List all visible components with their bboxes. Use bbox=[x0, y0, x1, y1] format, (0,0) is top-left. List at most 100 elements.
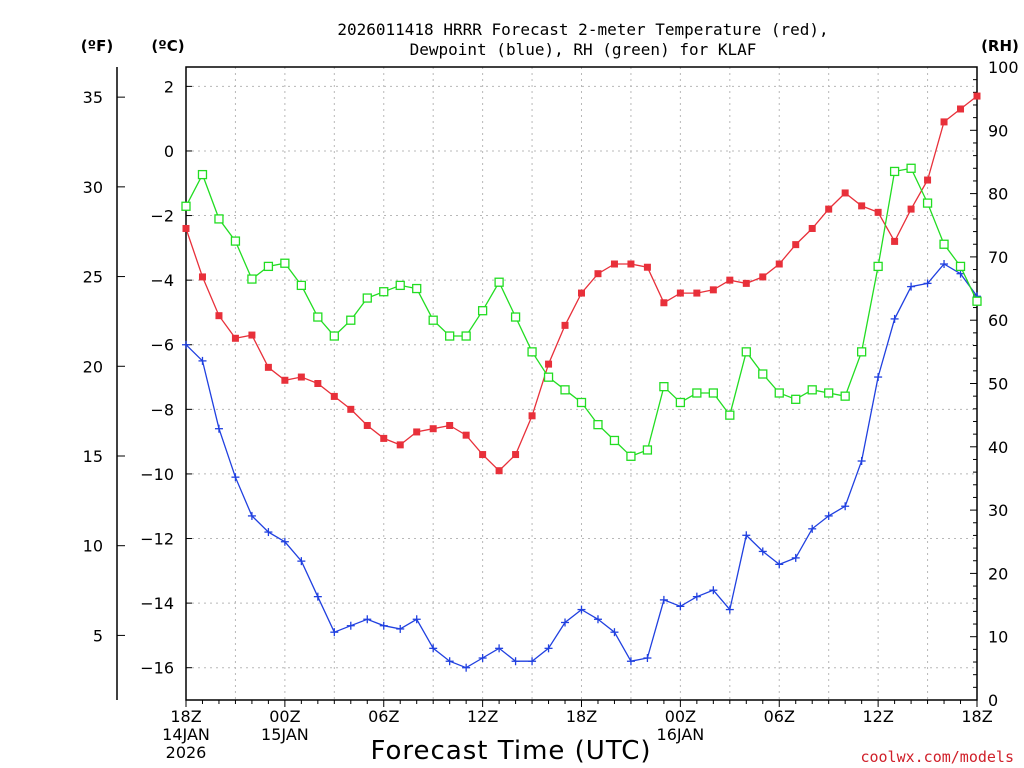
dewpoint-point bbox=[610, 628, 619, 637]
temperature-point bbox=[693, 289, 701, 297]
rh-point bbox=[609, 435, 620, 446]
temperature-point bbox=[841, 189, 849, 197]
temperature-point bbox=[314, 380, 322, 387]
rh-point bbox=[560, 385, 570, 395]
dewpoint-point bbox=[495, 644, 504, 653]
temperature-point bbox=[891, 237, 899, 245]
dewpoint-point bbox=[659, 595, 668, 604]
rh-unit-label: (RH) bbox=[981, 37, 1019, 55]
temperature-point bbox=[528, 412, 536, 420]
dewpoint-point bbox=[445, 657, 454, 666]
rh-tick-label: 60 bbox=[988, 311, 1008, 330]
dewpoint-point bbox=[577, 605, 586, 614]
temperature-point bbox=[495, 467, 503, 475]
rh-point bbox=[593, 419, 603, 430]
rh-point bbox=[725, 410, 735, 420]
rh-tick-label: 10 bbox=[988, 628, 1008, 647]
temperature-point bbox=[413, 428, 421, 436]
dewpoint-point bbox=[775, 560, 784, 569]
dewpoint-point bbox=[330, 628, 339, 637]
dewpoint-point bbox=[890, 314, 899, 323]
rh-point bbox=[659, 382, 669, 392]
rh-tick-label: 40 bbox=[988, 438, 1008, 457]
dewpoint-point bbox=[231, 473, 240, 482]
dewpoint-point bbox=[940, 260, 949, 269]
dewpoint-point bbox=[725, 605, 734, 614]
dewpoint-point bbox=[808, 524, 817, 533]
rh-tick-label: 70 bbox=[988, 248, 1008, 267]
temperature-point bbox=[676, 289, 684, 297]
rh-point bbox=[477, 306, 488, 316]
dewpoint-point bbox=[907, 282, 916, 291]
fahrenheit-tick-label: 10 bbox=[83, 537, 103, 556]
dewpoint-point bbox=[742, 531, 751, 540]
x-tick-label: 12Z bbox=[467, 707, 498, 726]
celsius-tick-label: −12 bbox=[140, 530, 174, 549]
x-tick-label: 15JAN bbox=[261, 725, 309, 744]
fahrenheit-unit-label: (ºF) bbox=[81, 37, 113, 55]
dewpoint-point bbox=[280, 537, 289, 546]
rh-point bbox=[576, 397, 587, 408]
dewpoint-point bbox=[758, 547, 767, 556]
fahrenheit-tick-label: 35 bbox=[83, 88, 103, 107]
temperature-point bbox=[198, 273, 206, 281]
dewpoint-point bbox=[643, 654, 652, 663]
source-credit: coolwx.com/models bbox=[860, 748, 1014, 766]
rh-point bbox=[955, 261, 966, 272]
rh-point bbox=[280, 258, 290, 268]
rh-point bbox=[889, 166, 900, 177]
rh-point bbox=[856, 347, 867, 357]
temperature-point bbox=[281, 376, 289, 384]
temperature-point bbox=[808, 224, 816, 232]
rh-point bbox=[692, 388, 702, 398]
temperature-point bbox=[775, 260, 783, 268]
dewpoint-point bbox=[791, 553, 800, 562]
temperature-point bbox=[742, 279, 750, 287]
fahrenheit-tick-label: 15 bbox=[83, 447, 103, 466]
fahrenheit-tick-label: 5 bbox=[93, 626, 103, 645]
temperature-point bbox=[561, 321, 569, 329]
rh-point bbox=[395, 280, 405, 291]
rh-point bbox=[873, 261, 883, 272]
dewpoint-point bbox=[313, 592, 322, 601]
grid-lines bbox=[186, 67, 977, 700]
x-tick-label: 00Z bbox=[269, 707, 300, 726]
rh-point bbox=[939, 239, 949, 249]
rh-tick-label: 90 bbox=[988, 121, 1008, 140]
rh-point bbox=[461, 331, 471, 341]
temperature-point bbox=[380, 434, 388, 442]
rh-point bbox=[543, 372, 554, 382]
temperature-point bbox=[759, 273, 767, 281]
fahrenheit-tick-label: 25 bbox=[83, 268, 103, 287]
temperature-point bbox=[446, 421, 454, 429]
celsius-tick-label: −14 bbox=[140, 594, 174, 613]
temperature-point bbox=[248, 331, 256, 339]
rh-point bbox=[642, 445, 653, 455]
dewpoint-point bbox=[182, 340, 190, 349]
x-tick-label: 2026 bbox=[166, 743, 207, 762]
rh-point bbox=[247, 274, 257, 284]
rh-point bbox=[329, 331, 339, 341]
temperature-point bbox=[792, 241, 800, 249]
temperature-point bbox=[462, 431, 470, 439]
temperature-point bbox=[396, 441, 404, 449]
temperature-point bbox=[578, 289, 585, 297]
x-tick-label: 18Z bbox=[566, 707, 597, 726]
temperature-point bbox=[874, 208, 882, 216]
rh-point bbox=[906, 163, 916, 173]
rh-point bbox=[527, 347, 537, 357]
rh-point bbox=[741, 347, 751, 357]
temperature-point bbox=[512, 451, 520, 459]
temperature-point bbox=[643, 263, 651, 271]
rh-point bbox=[412, 283, 422, 294]
dewpoint-point bbox=[379, 621, 388, 630]
rh-point bbox=[263, 261, 274, 272]
rh-point bbox=[708, 388, 718, 398]
dewpoint-point bbox=[626, 657, 635, 666]
rh-point bbox=[445, 331, 455, 341]
temperature-point bbox=[957, 105, 965, 113]
rh-tick-label: 80 bbox=[988, 185, 1008, 204]
x-tick-label: 06Z bbox=[764, 707, 795, 726]
temperature-point bbox=[660, 299, 668, 307]
dewpoint-point bbox=[214, 424, 223, 433]
